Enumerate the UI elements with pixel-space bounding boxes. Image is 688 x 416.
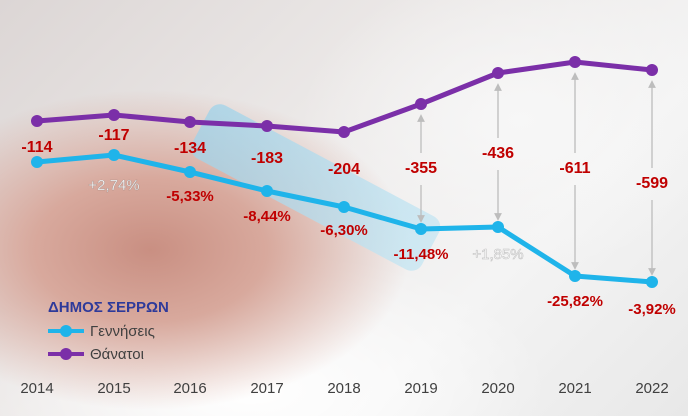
x-tick-label: 2021 xyxy=(558,380,591,397)
legend-deaths-marker xyxy=(60,348,72,360)
births-point xyxy=(569,270,581,282)
difference-label: -599 xyxy=(636,175,668,192)
births-point xyxy=(184,166,196,178)
legend-deaths-label: Θάνατοι xyxy=(90,346,144,363)
x-tick-label: 2020 xyxy=(481,380,514,397)
deaths-point xyxy=(492,67,504,79)
percent-change-label: -11,48% xyxy=(393,246,448,263)
x-tick-label: 2018 xyxy=(327,380,360,397)
difference-label: -611 xyxy=(559,160,590,177)
deaths-point xyxy=(646,64,658,76)
x-tick-label: 2015 xyxy=(97,380,130,397)
births-point xyxy=(108,149,120,161)
percent-change-label: +2,74% xyxy=(88,177,139,194)
difference-label: -204 xyxy=(328,161,360,178)
percent-change-label: +1,85% xyxy=(472,246,523,263)
deaths-line xyxy=(36,59,653,135)
difference-label: -436 xyxy=(482,145,514,162)
difference-label: -114 xyxy=(21,139,52,156)
deaths-point xyxy=(415,98,427,110)
difference-label: -117 xyxy=(98,127,129,144)
x-tick-label: 2014 xyxy=(20,380,53,397)
births-point xyxy=(261,185,273,197)
births-point xyxy=(492,221,504,233)
percent-change-label: -6,30% xyxy=(320,222,368,239)
x-tick-label: 2017 xyxy=(250,380,283,397)
births-point xyxy=(415,223,427,235)
difference-label: -134 xyxy=(174,140,206,157)
x-tick-label: 2022 xyxy=(635,380,668,397)
legend-births-label: Γεννήσεις xyxy=(90,323,155,340)
deaths-point xyxy=(31,115,43,127)
births-point xyxy=(646,276,658,288)
difference-label: -355 xyxy=(405,160,437,177)
percent-change-label: -8,44% xyxy=(243,208,291,225)
deaths-point xyxy=(338,126,350,138)
difference-label: -183 xyxy=(251,150,283,167)
deaths-point xyxy=(184,116,196,128)
percent-change-label: -5,33% xyxy=(166,188,214,205)
x-tick-label: 2016 xyxy=(173,380,206,397)
percent-change-label: -3,92% xyxy=(628,301,676,318)
percent-change-label: -25,82% xyxy=(547,293,603,310)
births-point xyxy=(31,156,43,168)
deaths-point xyxy=(108,109,120,121)
births-point xyxy=(338,201,350,213)
deaths-point xyxy=(569,56,581,68)
x-tick-label: 2019 xyxy=(404,380,437,397)
deaths-point xyxy=(261,120,273,132)
legend-births-marker xyxy=(60,325,72,337)
legend-title: ΔΗΜΟΣ ΣΕΡΡΩΝ xyxy=(48,299,169,316)
